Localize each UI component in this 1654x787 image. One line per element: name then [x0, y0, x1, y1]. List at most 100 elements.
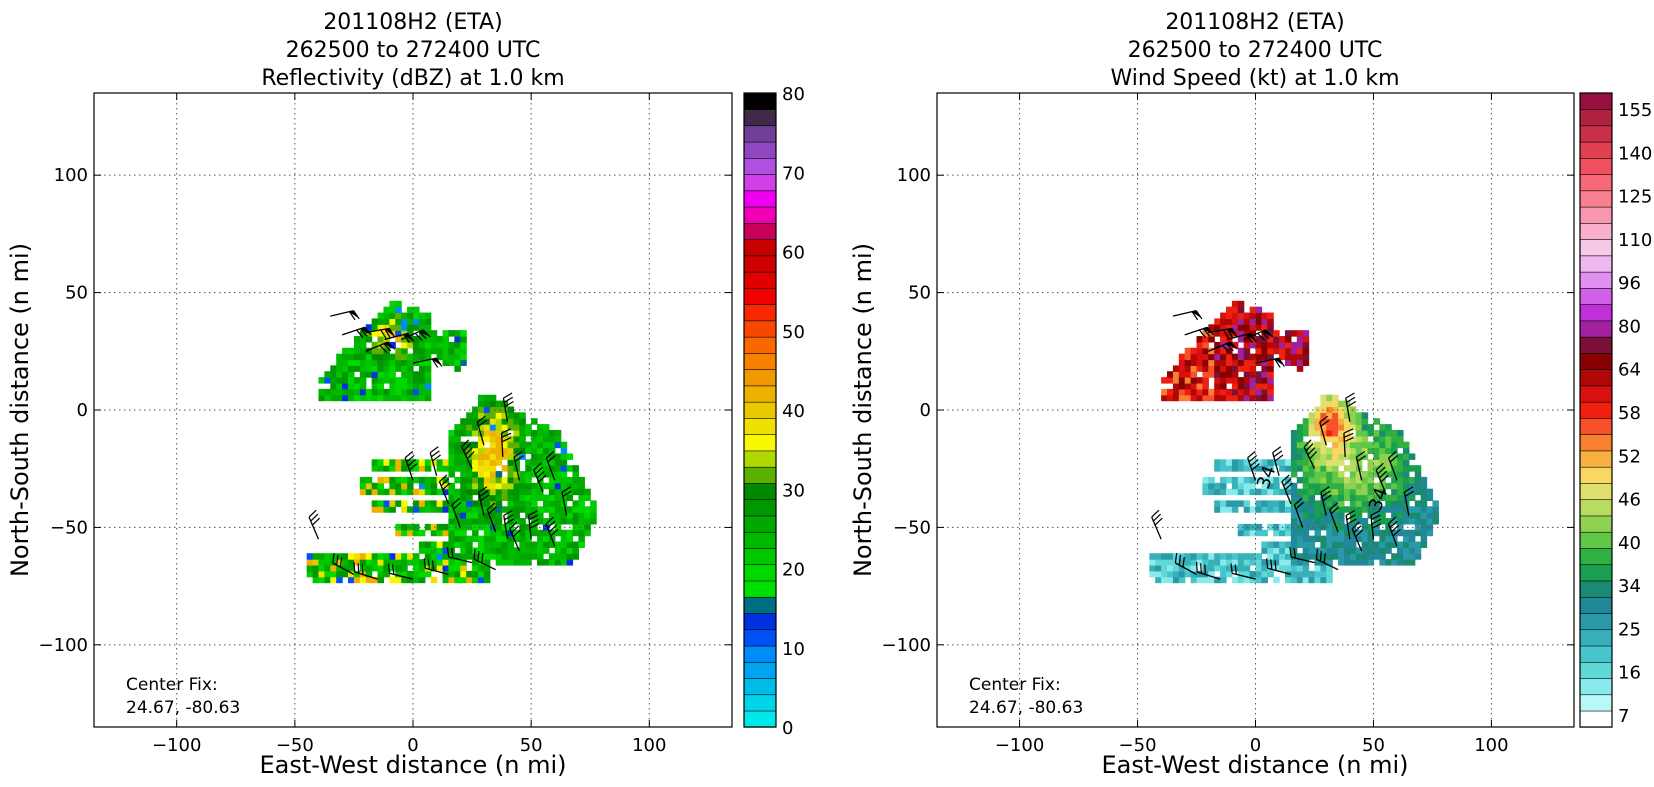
colorbar-tick-label: 140 — [1618, 143, 1652, 164]
field-cell — [1267, 371, 1274, 378]
wind-barb-feather — [1202, 328, 1211, 337]
reflectivity-panel: 201108H2 (ETA) 262500 to 272400 UTC Refl… — [6, 10, 805, 779]
field-cell — [1338, 535, 1345, 543]
wind-barb-feather — [1370, 510, 1381, 516]
colorbar-frame — [743, 92, 777, 728]
field-cell — [1190, 353, 1198, 361]
colorbar-swatch — [1579, 206, 1613, 224]
field-cell — [1284, 506, 1292, 513]
field-cell — [1338, 429, 1345, 437]
field-cell — [395, 377, 402, 384]
colorbar-swatch — [1579, 190, 1613, 208]
field-cell — [342, 570, 349, 578]
field-cell — [1231, 359, 1239, 366]
field-cell — [418, 353, 426, 361]
field-cell — [1290, 471, 1298, 478]
field-cell — [395, 312, 402, 320]
field-cell — [1296, 341, 1304, 349]
field-cell — [1261, 324, 1268, 331]
field-cell — [1385, 518, 1392, 525]
field-cell — [1420, 500, 1428, 507]
field-cell — [1343, 482, 1351, 490]
field-cell — [1178, 559, 1186, 566]
field-cell — [1320, 459, 1327, 466]
field-cell — [418, 341, 426, 349]
field-cell — [1220, 559, 1227, 566]
field-cell — [318, 394, 325, 402]
field-cell — [1214, 388, 1221, 396]
field-cell — [1267, 336, 1274, 343]
field-cell — [560, 447, 568, 455]
field-cell — [477, 564, 485, 572]
wind-speed-panel: 201108H2 (ETA) 262500 to 272400 UTC Wind… — [849, 10, 1652, 779]
field-cell — [430, 576, 438, 584]
field-cell — [1273, 541, 1280, 548]
wind-barb-feather — [1207, 326, 1215, 336]
field-cell — [359, 359, 367, 366]
field-cell — [1349, 412, 1357, 419]
field-cell — [1202, 394, 1209, 402]
field-cell — [554, 482, 562, 490]
field-cell — [1320, 576, 1327, 584]
field-cell — [513, 512, 520, 519]
field-cell — [1167, 559, 1174, 566]
field-cell — [1249, 465, 1257, 472]
field-cell — [513, 506, 520, 513]
field-cell — [1355, 553, 1363, 560]
wind-barb-feather — [1257, 332, 1266, 341]
field-cell — [401, 388, 408, 396]
field-cell — [1237, 324, 1245, 331]
field-cell — [1172, 371, 1180, 378]
field-cell — [1261, 377, 1268, 384]
field-cell — [1190, 564, 1198, 572]
field-cell — [1255, 324, 1262, 331]
field-cell — [348, 382, 355, 390]
wind-barb-feather — [1191, 311, 1199, 321]
field-cell — [525, 500, 532, 507]
field-cell — [477, 512, 485, 519]
field-cell — [1314, 518, 1321, 525]
wind-barb-pennant — [348, 310, 359, 319]
field-cell — [472, 564, 479, 572]
field-cell — [460, 482, 467, 490]
field-cell — [1279, 459, 1286, 466]
field-cell — [1237, 365, 1245, 372]
field-cell — [436, 347, 444, 355]
field-cell — [1261, 341, 1268, 349]
field-cell — [1361, 506, 1369, 513]
field-cell — [1373, 453, 1380, 460]
field-cell — [1402, 541, 1410, 548]
field-cell — [1290, 330, 1298, 337]
field-cell — [483, 447, 491, 455]
wind-barb-pennant — [383, 341, 395, 349]
field-cell — [1402, 482, 1410, 490]
colorbar-swatch — [1579, 157, 1613, 175]
field-cell — [1379, 518, 1386, 525]
field-cell — [554, 465, 562, 472]
field-cell — [542, 447, 550, 455]
field-cell — [1385, 559, 1392, 566]
field-cell — [1408, 512, 1416, 519]
field-cell — [477, 400, 485, 408]
field-cell — [1326, 418, 1333, 425]
colorbar-swatch — [743, 401, 777, 419]
field-cell — [454, 476, 461, 484]
field-cell — [1391, 435, 1398, 443]
field-cell — [1290, 564, 1298, 572]
field-cell — [1290, 447, 1298, 455]
field-cell — [560, 441, 568, 449]
wind-barb-feather — [1222, 329, 1230, 339]
field-cell — [1367, 482, 1375, 490]
field-cell — [1202, 365, 1209, 372]
field-cell — [477, 418, 485, 425]
wind-barb-feather — [439, 474, 448, 483]
wind-barb-feather — [1294, 497, 1303, 506]
field-cell — [507, 418, 515, 425]
wind-barb-feather — [1389, 454, 1399, 463]
field-cell — [1320, 553, 1327, 560]
field-cell — [1231, 365, 1239, 372]
field-cell — [371, 371, 379, 378]
field-cell — [348, 394, 355, 402]
field-cell — [1320, 435, 1327, 443]
